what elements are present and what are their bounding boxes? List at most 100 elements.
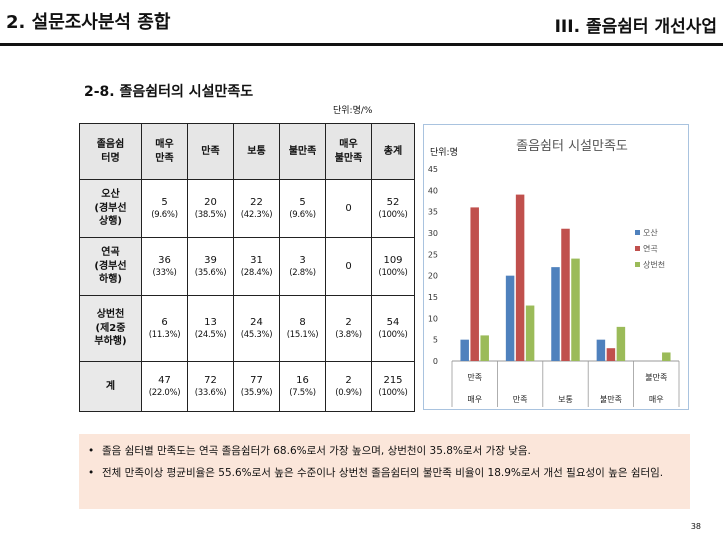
table-cell: 20 (38.5%) (187, 179, 234, 238)
y-tick-label: 5 (433, 336, 438, 345)
bar (505, 275, 515, 361)
section-heading: 2. 설문조사분석 종합 (6, 12, 171, 33)
chart-unit-label: 단위:명 (430, 147, 458, 158)
cell-percent: (0.9%) (335, 387, 362, 398)
bar (525, 305, 535, 361)
table-row: 계 47 (22.0%) 72 (33.6%) 77 (35.9%) 16 (7.5%) 2 (0.… (79, 361, 415, 412)
legend-swatch (635, 262, 640, 267)
cell-count: 36 (158, 255, 171, 267)
table-cell: 52 (100%) (371, 179, 415, 238)
cell-percent: (28.4%) (240, 267, 273, 278)
cell-percent: (100%) (378, 267, 408, 278)
cell-count: 0 (345, 202, 352, 214)
cell-count: 0 (345, 260, 352, 272)
cell-percent: (33%) (152, 267, 177, 278)
x-tick-label: 불만족 (600, 394, 622, 404)
table-cell: 77 (35.9%) (233, 361, 280, 412)
bar (616, 326, 626, 361)
cell-count: 72 (204, 375, 217, 387)
cell-percent: (22.0%) (148, 387, 181, 398)
legend-label: 오산 (643, 228, 658, 238)
cell-percent: (45.3%) (240, 329, 273, 340)
cell-count: 16 (296, 375, 309, 387)
table-cell: 5 (9.6%) (279, 179, 326, 238)
table-cell: 8 (15.1%) (279, 295, 326, 362)
legend-swatch (635, 230, 640, 235)
cell-count: 31 (250, 255, 263, 267)
bar-chart: 졸음쉼터 시설만족도 단위:명 0 5 10 15 20 25 30 35 40 45 만족 매우 만족 보통… (423, 124, 689, 410)
cell-count: 8 (299, 317, 306, 329)
table-cell: 2 (0.9%) (325, 361, 372, 412)
y-tick-label: 45 (428, 165, 438, 174)
summary-list: • 졸음 쉼터별 만족도는 연곡 졸음쉼터가 68.6%로서 가장 높으며, 상번… (87, 440, 680, 484)
table-cell: 2 (3.8%) (325, 295, 372, 362)
column-header: 매우 만족 (141, 123, 188, 180)
table-cell: 3 (2.8%) (279, 237, 326, 296)
bar (561, 228, 570, 361)
cell-percent: (9.6%) (289, 209, 316, 220)
table-cell: 16 (7.5%) (279, 361, 326, 412)
cell-percent: (7.5%) (289, 387, 316, 398)
y-tick-label: 35 (428, 208, 438, 217)
column-header: 불만족 (279, 123, 326, 180)
bar (515, 194, 525, 361)
bar (470, 207, 479, 361)
cell-percent: (38.5%) (194, 209, 227, 220)
y-tick-label: 25 (428, 250, 438, 259)
cell-percent: (24.5%) (194, 329, 227, 340)
cell-count: 47 (158, 375, 171, 387)
cell-count: 5 (161, 197, 168, 209)
bar (571, 258, 580, 361)
cell-count: 39 (204, 255, 217, 267)
satisfaction-table: 졸음쉼 터명 매우 만족 만족 보통 불만족 매우 불만족 총계 오산 (경부선 상행) 5 (9.6%)… (79, 123, 415, 412)
table-cell: 36 (33%) (141, 237, 188, 296)
cell-count: 52 (386, 197, 400, 209)
table-row: 상번천 (제2중 부하행) 6 (11.3%) 13 (24.5%) 24 (45.3%) 8 (1… (79, 295, 415, 362)
y-tick-label: 0 (433, 357, 438, 366)
table-cell: 39 (35.6%) (187, 237, 234, 296)
column-header: 총계 (371, 123, 415, 180)
summary-item: • 졸음 쉼터별 만족도는 연곡 졸음쉼터가 68.6%로서 가장 높으며, 상번… (87, 440, 680, 462)
y-tick-label: 30 (428, 229, 438, 238)
cell-percent: (35.6%) (194, 267, 227, 278)
table-unit-label: 단위:명/% (333, 106, 373, 116)
column-header: 보통 (233, 123, 280, 180)
bar (596, 339, 606, 361)
cell-count: 77 (250, 375, 263, 387)
bar (662, 352, 671, 361)
x-tick-label: 만족 (513, 395, 528, 404)
subsection-title: 2-8. 졸음쉼터의 시설만족도 (84, 84, 254, 100)
page-number: 38 (690, 522, 701, 531)
row-label: 연곡 (경부선 하행) (79, 237, 142, 296)
table-cell: 72 (33.6%) (187, 361, 234, 412)
y-tick-label: 15 (428, 293, 438, 302)
table-cell: 47 (22.0%) (141, 361, 188, 412)
cell-percent: (33.6%) (194, 387, 227, 398)
bullet-icon: • (88, 445, 95, 457)
cell-count: 22 (250, 197, 263, 209)
bar (551, 267, 560, 361)
row-label: 오산 (경부선 상행) (79, 179, 142, 238)
cell-percent: (3.8%) (335, 329, 362, 340)
table-cell: 6 (11.3%) (141, 295, 188, 362)
bullet-icon: • (88, 467, 95, 479)
table-cell: 0 (325, 237, 372, 296)
column-header: 매우 불만족 (325, 123, 372, 180)
y-tick-label: 20 (428, 272, 438, 281)
table-cell: 215 (100%) (371, 361, 415, 412)
cell-count: 2 (345, 317, 352, 329)
cell-count: 20 (204, 197, 217, 209)
cell-percent: (100%) (378, 387, 408, 398)
cell-count: 109 (383, 255, 403, 267)
row-label: 계 (79, 361, 142, 412)
x-tick-label: 만족 (467, 373, 482, 382)
table-cell: 5 (9.6%) (141, 179, 188, 238)
y-tick-label: 10 (428, 314, 438, 323)
cell-count: 3 (299, 255, 306, 267)
bar (606, 348, 616, 361)
cell-percent: (35.9%) (240, 387, 273, 398)
cell-percent: (15.1%) (286, 329, 319, 340)
bar (460, 339, 469, 361)
table-cell: 13 (24.5%) (187, 295, 234, 362)
x-tick-label: 매우 (649, 395, 664, 404)
